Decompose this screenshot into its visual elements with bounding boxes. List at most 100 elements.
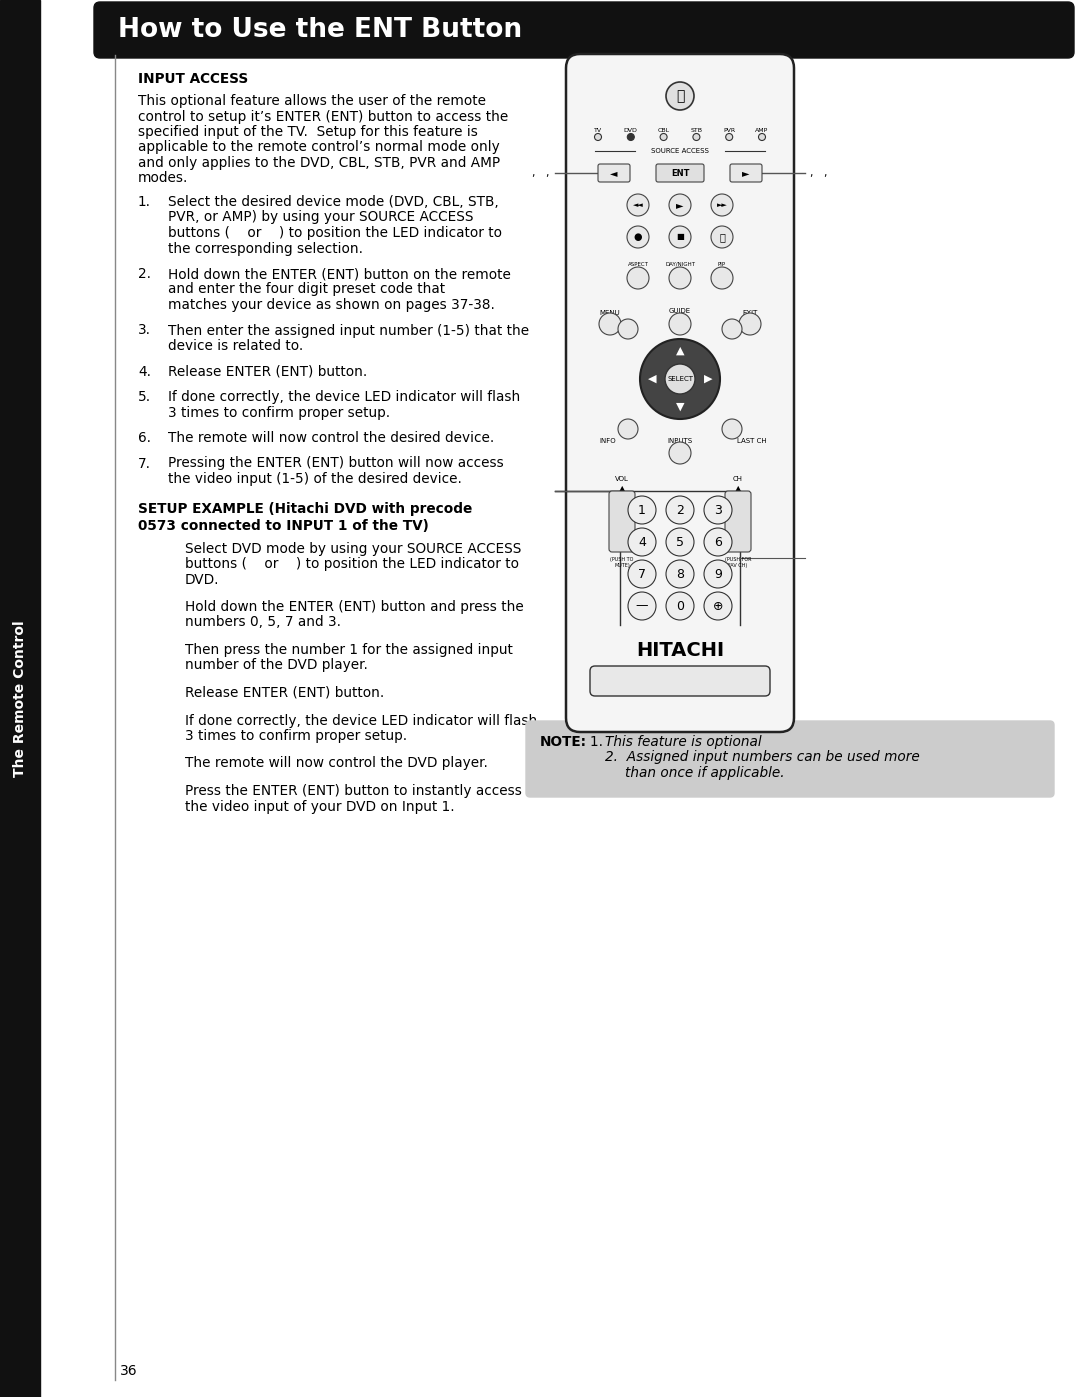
Text: This feature is optional: This feature is optional: [605, 735, 761, 749]
Circle shape: [669, 226, 691, 249]
Text: CBL: CBL: [658, 129, 670, 133]
Text: modes.: modes.: [138, 172, 188, 186]
Text: 9: 9: [714, 567, 721, 581]
Circle shape: [594, 134, 602, 141]
FancyBboxPatch shape: [94, 1, 1074, 59]
Text: buttons (    or    ) to position the LED indicator to: buttons ( or ) to position the LED indic…: [185, 557, 519, 571]
FancyBboxPatch shape: [725, 490, 751, 552]
Circle shape: [660, 134, 667, 141]
Text: the corresponding selection.: the corresponding selection.: [168, 242, 363, 256]
Text: ⊕: ⊕: [713, 599, 724, 612]
Circle shape: [669, 267, 691, 289]
Text: PVR, or AMP) by using your SOURCE ACCESS: PVR, or AMP) by using your SOURCE ACCESS: [168, 211, 473, 225]
Text: ◄◄: ◄◄: [633, 203, 644, 208]
Text: and enter the four digit preset code that: and enter the four digit preset code tha…: [168, 282, 445, 296]
Text: Press the ENTER (ENT) button to instantly access: Press the ENTER (ENT) button to instantl…: [185, 784, 522, 798]
Text: Select DVD mode by using your SOURCE ACCESS: Select DVD mode by using your SOURCE ACC…: [185, 542, 522, 556]
Text: ►: ►: [742, 168, 750, 177]
Circle shape: [739, 313, 761, 335]
Circle shape: [704, 496, 732, 524]
Text: (PUSH FOR
FAV CH): (PUSH FOR FAV CH): [725, 557, 752, 567]
Circle shape: [627, 528, 656, 556]
FancyBboxPatch shape: [566, 54, 794, 732]
Text: buttons (    or    ) to position the LED indicator to: buttons ( or ) to position the LED indic…: [168, 226, 502, 240]
Circle shape: [627, 560, 656, 588]
Text: 8: 8: [676, 567, 684, 581]
Text: If done correctly, the device LED indicator will flash: If done correctly, the device LED indica…: [185, 714, 537, 728]
Text: INPUT ACCESS: INPUT ACCESS: [138, 73, 248, 87]
FancyBboxPatch shape: [526, 721, 1054, 798]
Text: INFO: INFO: [599, 439, 617, 444]
Text: EXIT: EXIT: [742, 310, 758, 316]
Text: VOL: VOL: [616, 476, 629, 482]
Text: 4: 4: [638, 535, 646, 549]
Circle shape: [618, 419, 638, 439]
Text: LAST CH: LAST CH: [738, 439, 767, 444]
Text: MENU: MENU: [599, 310, 620, 316]
Circle shape: [726, 134, 732, 141]
Text: This optional feature allows the user of the remote: This optional feature allows the user of…: [138, 94, 486, 108]
Circle shape: [666, 560, 694, 588]
Text: ▲: ▲: [734, 483, 741, 493]
Text: ⏻: ⏻: [676, 89, 685, 103]
Text: 3.: 3.: [138, 324, 151, 338]
Text: ►►: ►►: [717, 203, 727, 208]
FancyBboxPatch shape: [598, 163, 630, 182]
Text: numbers 0, 5, 7 and 3.: numbers 0, 5, 7 and 3.: [185, 616, 341, 630]
Text: ,   ,: , ,: [532, 168, 550, 177]
Text: 36: 36: [120, 1363, 137, 1377]
Text: ▲: ▲: [676, 346, 685, 356]
Text: Pressing the ENTER (ENT) button will now access: Pressing the ENTER (ENT) button will now…: [168, 457, 503, 471]
Circle shape: [627, 267, 649, 289]
Circle shape: [666, 528, 694, 556]
Circle shape: [666, 82, 694, 110]
Text: 2.: 2.: [138, 267, 151, 281]
Text: INPUTS: INPUTS: [667, 439, 692, 444]
Text: Then press the number 1 for the assigned input: Then press the number 1 for the assigned…: [185, 643, 513, 657]
Text: 1.: 1.: [138, 196, 151, 210]
Text: the video input (1-5) of the desired device.: the video input (1-5) of the desired dev…: [168, 472, 462, 486]
Circle shape: [711, 267, 733, 289]
Text: The remote will now control the desired device.: The remote will now control the desired …: [168, 432, 495, 446]
Text: —: —: [636, 599, 648, 612]
Text: 3 times to confirm proper setup.: 3 times to confirm proper setup.: [185, 729, 407, 743]
Circle shape: [704, 592, 732, 620]
Circle shape: [669, 313, 691, 335]
Text: STB: STB: [690, 129, 702, 133]
Circle shape: [704, 528, 732, 556]
Text: Release ENTER (ENT) button.: Release ENTER (ENT) button.: [168, 365, 367, 379]
Circle shape: [627, 592, 656, 620]
Text: DAY/NIGHT: DAY/NIGHT: [665, 263, 696, 267]
Text: control to setup it’s ENTER (ENT) button to access the: control to setup it’s ENTER (ENT) button…: [138, 109, 509, 123]
Text: SELECT: SELECT: [667, 376, 693, 381]
FancyBboxPatch shape: [609, 490, 635, 552]
Circle shape: [627, 226, 649, 249]
Circle shape: [711, 194, 733, 217]
Text: 3 times to confirm proper setup.: 3 times to confirm proper setup.: [168, 405, 390, 419]
Text: number of the DVD player.: number of the DVD player.: [185, 658, 368, 672]
Text: specified input of the TV.  Setup for this feature is: specified input of the TV. Setup for thi…: [138, 124, 477, 138]
Text: matches your device as shown on pages 37-38.: matches your device as shown on pages 37…: [168, 298, 495, 312]
Circle shape: [704, 560, 732, 588]
Text: 5.: 5.: [138, 390, 151, 404]
Circle shape: [669, 441, 691, 464]
Text: If done correctly, the device LED indicator will flash: If done correctly, the device LED indica…: [168, 390, 521, 404]
Text: ENT: ENT: [671, 169, 689, 177]
Text: 7: 7: [638, 567, 646, 581]
Text: 6: 6: [714, 535, 721, 549]
Text: GUIDE: GUIDE: [669, 307, 691, 314]
Text: 4.: 4.: [138, 365, 151, 379]
FancyBboxPatch shape: [730, 163, 762, 182]
Text: ◀: ◀: [648, 374, 657, 384]
Circle shape: [711, 226, 733, 249]
FancyBboxPatch shape: [590, 666, 770, 696]
Text: 0573 connected to INPUT 1 of the TV): 0573 connected to INPUT 1 of the TV): [138, 520, 429, 534]
Text: PVR: PVR: [724, 129, 735, 133]
Text: ►: ►: [676, 200, 684, 210]
Text: 3: 3: [714, 503, 721, 517]
Text: and only applies to the DVD, CBL, STB, PVR and AMP: and only applies to the DVD, CBL, STB, P…: [138, 156, 500, 170]
Text: The remote will now control the DVD player.: The remote will now control the DVD play…: [185, 757, 488, 771]
Text: Release ENTER (ENT) button.: Release ENTER (ENT) button.: [185, 686, 384, 700]
Text: 2: 2: [676, 503, 684, 517]
Text: CH: CH: [733, 476, 743, 482]
